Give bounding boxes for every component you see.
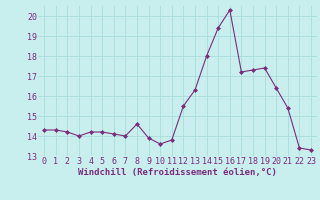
- X-axis label: Windchill (Refroidissement éolien,°C): Windchill (Refroidissement éolien,°C): [78, 168, 277, 177]
